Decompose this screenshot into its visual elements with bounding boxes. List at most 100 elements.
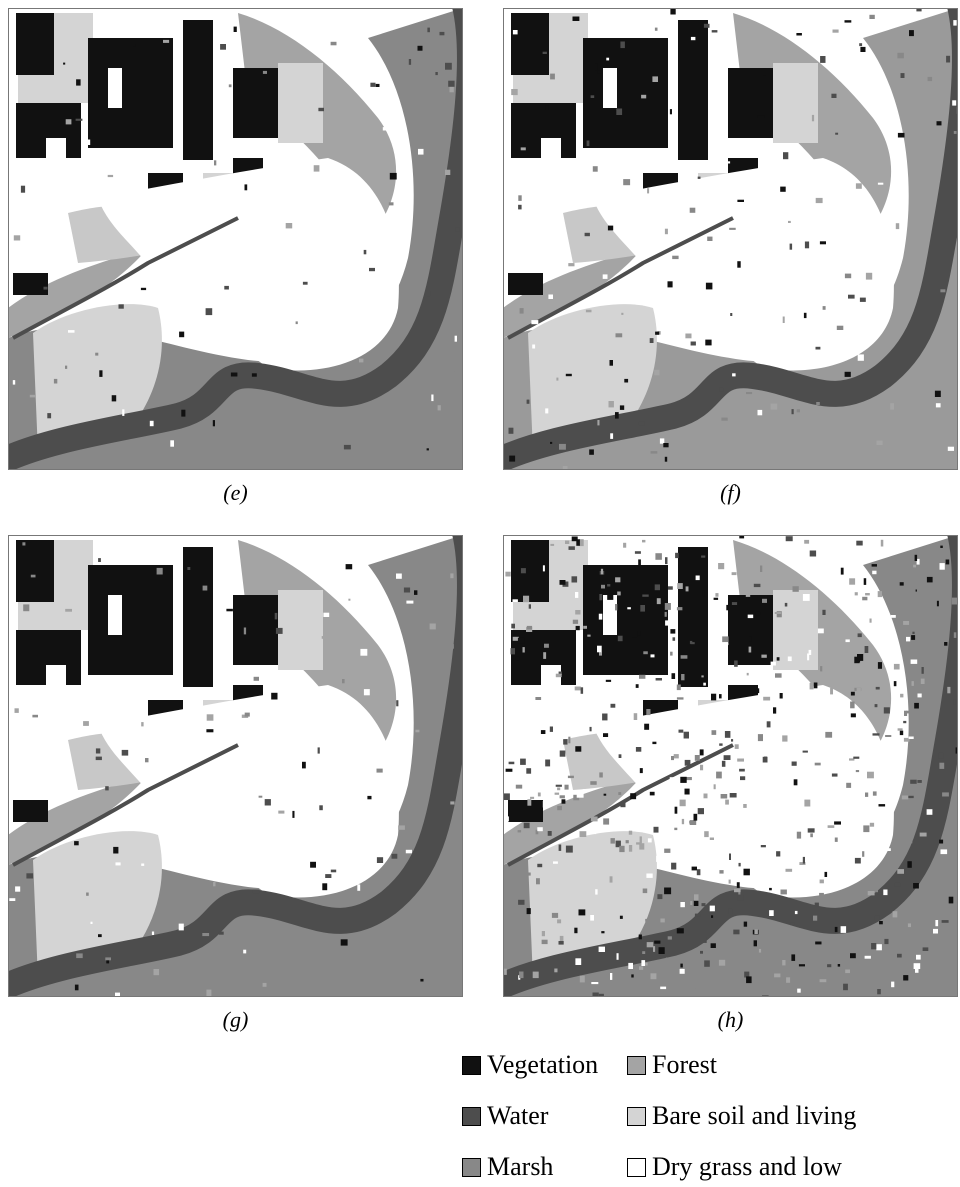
classification-speckle — [849, 578, 856, 585]
classification-speckle — [723, 755, 731, 760]
classification-speckle — [454, 335, 457, 342]
classification-speckle — [674, 560, 677, 566]
classification-speckle — [779, 693, 783, 699]
classification-speckle — [853, 756, 860, 759]
legend-item-vegetation: Vegetation — [462, 1050, 598, 1080]
classification-speckle — [526, 768, 532, 774]
classification-speckle — [43, 286, 48, 290]
classification-speckle — [578, 539, 584, 547]
classification-speckle — [505, 571, 511, 577]
dry-grass-field — [46, 665, 66, 690]
classification-speckle — [782, 316, 785, 323]
classification-speckle — [776, 611, 782, 618]
classification-speckle — [559, 443, 566, 450]
classification-speckle — [677, 583, 683, 589]
caption-h: (h) — [717, 1007, 744, 1032]
dry-grass-field — [108, 595, 122, 635]
bare-soil-field — [278, 590, 323, 670]
classification-speckle — [713, 784, 716, 790]
classification-speckle — [854, 592, 858, 596]
classification-speckle — [715, 593, 719, 597]
classification-speckle — [610, 293, 615, 296]
classification-speckle — [526, 399, 530, 404]
classification-speckle — [693, 813, 698, 821]
classification-speckle — [709, 837, 714, 840]
classification-speckle — [642, 951, 646, 954]
classification-speckle — [719, 870, 724, 874]
classification-speckle — [618, 792, 622, 795]
classification-speckle — [728, 879, 731, 884]
classification-speckle — [913, 963, 921, 969]
classification-speckle — [940, 289, 946, 293]
classification-speckle — [714, 581, 722, 588]
classification-speckle — [274, 775, 279, 783]
classification-speckle — [709, 905, 715, 912]
classification-speckle — [615, 604, 618, 611]
classification-speckle — [665, 620, 671, 626]
classification-speckle — [549, 726, 553, 732]
legend-item-bare-soil: Bare soil and living — [627, 1101, 856, 1131]
classification-speckle — [26, 873, 34, 879]
classification-speckle — [681, 818, 685, 825]
classification-speckle — [670, 651, 673, 656]
classification-speckle — [512, 30, 518, 35]
classification-speckle — [606, 57, 610, 61]
classification-speckle — [504, 968, 507, 975]
classification-speckle — [774, 761, 779, 764]
classification-speckle — [875, 686, 880, 690]
classification-speckle — [449, 86, 454, 93]
vegetation-swatch — [462, 1055, 481, 1075]
tributary-stream — [12, 216, 239, 340]
classification-speckle — [762, 598, 767, 603]
classification-speckle — [509, 455, 516, 462]
tributary-stream — [12, 743, 239, 867]
classification-speckle — [15, 886, 21, 892]
classification-speckle — [862, 701, 867, 707]
classification-speckle — [621, 312, 624, 315]
classification-speckle — [65, 608, 72, 612]
classification-speckle — [705, 282, 713, 290]
classification-speckle — [508, 761, 515, 765]
classification-speckle — [363, 249, 367, 255]
classification-speckle — [761, 654, 767, 658]
classification-speckle — [873, 941, 879, 944]
classification-speckle — [862, 851, 865, 857]
classification-speckle — [723, 299, 731, 304]
classification-speckle — [782, 735, 788, 742]
classification-speckle — [618, 754, 622, 758]
classification-speckle — [691, 866, 697, 871]
classification-speckle — [790, 922, 795, 926]
classification-speckle — [869, 14, 875, 19]
river-channel — [503, 535, 958, 997]
classification-speckle — [420, 978, 424, 982]
classification-speckle — [406, 600, 414, 604]
classification-speckle — [608, 401, 614, 408]
classification-speckle — [653, 946, 656, 952]
classification-speckle — [590, 95, 595, 98]
classification-speckle — [784, 602, 788, 607]
classification-map-h — [503, 535, 958, 997]
classification-speckle — [589, 726, 592, 732]
map-g-svg — [8, 535, 463, 997]
classification-speckle — [132, 43, 136, 47]
classification-speckle — [893, 663, 900, 670]
classification-speckle — [892, 911, 898, 918]
classification-speckle — [665, 957, 671, 963]
classification-speckle — [664, 848, 671, 853]
classification-speckle — [820, 666, 823, 672]
classification-speckle — [754, 929, 758, 934]
classification-speckle — [788, 220, 791, 223]
classification-speckle — [572, 16, 580, 21]
river-channel — [8, 535, 463, 997]
classification-speckle — [716, 771, 722, 779]
classification-speckle — [583, 625, 587, 629]
classification-speckle — [601, 584, 605, 589]
classification-speckle — [864, 955, 871, 959]
classification-speckle — [762, 756, 768, 763]
classification-speckle — [214, 160, 217, 166]
classification-speckle — [899, 582, 904, 586]
classification-speckle — [716, 575, 720, 580]
classification-speckle — [592, 166, 598, 172]
classification-speckle — [802, 750, 808, 753]
classification-speckle — [676, 928, 684, 934]
